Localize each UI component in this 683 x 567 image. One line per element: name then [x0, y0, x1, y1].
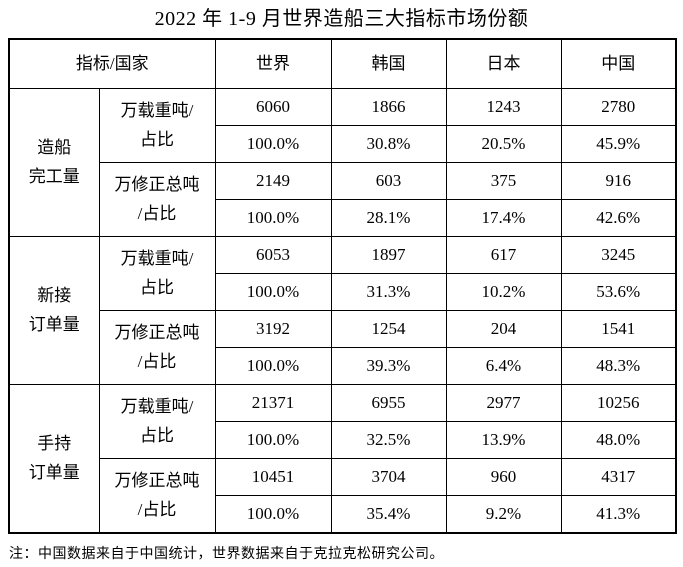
value-cell: 2977: [445, 384, 562, 422]
table-row: 100.0% 32.5% 13.9% 48.0%: [9, 421, 677, 459]
header-row: 指标/国家 世界 韩国 日本 中国: [8, 38, 677, 89]
value-cell: 10256: [560, 384, 677, 422]
share-cell: 42.6%: [560, 199, 677, 237]
column-header-japan: 日本: [445, 38, 562, 89]
column-header-korea: 韩国: [330, 38, 447, 89]
value-cell: 3704: [330, 458, 447, 496]
table-row: 万修正总吨 /占比 10451 3704 960 4317: [9, 458, 677, 534]
share-cell: 13.9%: [445, 421, 562, 459]
value-cell: 1254: [330, 310, 447, 348]
share-cell: 100.0%: [214, 347, 332, 385]
value-cell: 10451: [214, 458, 332, 496]
share-cell: 30.8%: [330, 125, 447, 163]
share-cell: 32.5%: [330, 421, 447, 459]
column-header-world: 世界: [214, 38, 332, 89]
share-cell: 28.1%: [330, 199, 447, 237]
value-cell: 1541: [560, 310, 677, 348]
value-cell: 204: [445, 310, 562, 348]
value-cell: 603: [330, 162, 447, 200]
value-cell: 21371: [214, 384, 332, 422]
value-cell: 916: [560, 162, 677, 200]
corner-header-cell: 指标/国家: [8, 38, 216, 89]
value-cell: 617: [445, 236, 562, 274]
share-cell: 10.2%: [445, 273, 562, 311]
share-cell: 53.6%: [560, 273, 677, 311]
subrow-label-cell: 万修正总吨 /占比: [98, 162, 216, 237]
subrow-label-cell: 万载重吨/ 占比: [98, 88, 216, 163]
value-cell: 6060: [214, 88, 332, 126]
column-header-china: 中国: [560, 38, 677, 89]
share-cell: 20.5%: [445, 125, 562, 163]
share-cell: 100.0%: [214, 273, 332, 311]
group-label-cell: 手持 订单量: [8, 384, 100, 534]
share-cell: 41.3%: [560, 495, 677, 534]
table-title: 2022 年 1-9 月世界造船三大指标市场份额: [154, 8, 529, 30]
footnote: 注：中国数据来自于中国统计，世界数据来自于克拉克松研究公司。: [9, 545, 444, 561]
table-row: 100.0% 39.3% 6.4% 48.3%: [9, 347, 677, 385]
share-cell: 31.3%: [330, 273, 447, 311]
value-cell: 3245: [560, 236, 677, 274]
share-cell: 45.9%: [560, 125, 677, 163]
share-cell: 48.0%: [560, 421, 677, 459]
value-cell: 2149: [214, 162, 332, 200]
value-cell: 1243: [445, 88, 562, 126]
share-cell: 17.4%: [445, 199, 562, 237]
table-row: 100.0% 31.3% 10.2% 53.6%: [9, 273, 677, 311]
value-cell: 1866: [330, 88, 447, 126]
subrow-label-cell: 万载重吨/ 占比: [98, 236, 216, 311]
table-row: 100.0% 30.8% 20.5% 45.9%: [9, 125, 677, 163]
value-cell: 2780: [560, 88, 677, 126]
subrow-label-cell: 万修正总吨 /占比: [98, 458, 216, 534]
share-cell: 6.4%: [445, 347, 562, 385]
table-row: 100.0% 35.4% 9.2% 41.3%: [9, 495, 677, 534]
share-cell: 100.0%: [214, 495, 332, 534]
share-cell: 9.2%: [445, 495, 562, 534]
value-cell: 375: [445, 162, 562, 200]
table-row: 手持 订单量 万载重吨/ 占比 21371 6955 2977 10256: [8, 384, 677, 534]
share-cell: 100.0%: [214, 125, 332, 163]
share-cell: 48.3%: [560, 347, 677, 385]
shipbuilding-indicators-table: 指标/国家 世界 韩国 日本 中国 造船 完工量 万载重吨/ 占比 6060 1…: [8, 38, 678, 534]
value-cell: 6053: [214, 236, 332, 274]
value-cell: 1897: [330, 236, 447, 274]
value-cell: 960: [445, 458, 562, 496]
group-label-cell: 新接 订单量: [8, 236, 100, 385]
share-cell: 100.0%: [214, 421, 332, 459]
subrow-label-cell: 万载重吨/ 占比: [98, 384, 216, 459]
table-row: 新接 订单量 万载重吨/ 占比 6053 1897 617 3245: [8, 236, 677, 385]
table-row: 100.0% 28.1% 17.4% 42.6%: [9, 199, 677, 237]
table-row: 万修正总吨 /占比 3192 1254 204 1541: [9, 310, 677, 385]
table-row: 万修正总吨 /占比 2149 603 375 916: [9, 162, 677, 237]
share-cell: 35.4%: [330, 495, 447, 534]
share-cell: 39.3%: [330, 347, 447, 385]
group-label-cell: 造船 完工量: [8, 88, 100, 237]
value-cell: 4317: [560, 458, 677, 496]
value-cell: 6955: [330, 384, 447, 422]
share-cell: 100.0%: [214, 199, 332, 237]
value-cell: 3192: [214, 310, 332, 348]
subrow-label-cell: 万修正总吨 /占比: [98, 310, 216, 385]
table-row: 造船 完工量 万载重吨/ 占比 6060 1866 1243 2780: [8, 88, 677, 237]
